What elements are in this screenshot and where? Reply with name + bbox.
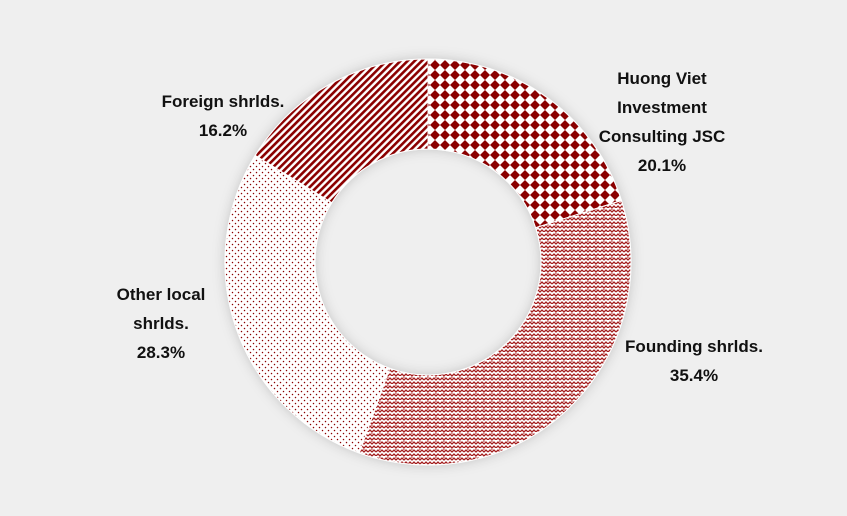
slice-label-other-local: Other local shrlds. 28.3% xyxy=(96,280,226,367)
slices-layer xyxy=(224,58,632,466)
slice-label-line: Huong Viet xyxy=(617,69,707,88)
slice-value-label: 20.1% xyxy=(637,156,687,175)
slice-label-line: Other local xyxy=(116,285,206,304)
slice-other-local xyxy=(224,154,391,454)
slice-foreign xyxy=(254,58,429,204)
slice-label-founding: Founding shrlds. 35.4% xyxy=(612,332,776,390)
slice-label-line: shrlds. xyxy=(133,314,189,333)
slice-label-line: Foreign shrlds. xyxy=(161,92,285,111)
slice-value-label: 35.4% xyxy=(669,366,719,385)
slice-label-foreign: Foreign shrlds. 16.2% xyxy=(146,87,300,145)
slice-label-huong-viet: Huong Viet Investment Consulting JSC 20.… xyxy=(592,64,732,180)
slice-label-line: Investment xyxy=(617,98,707,117)
slice-value-label: 16.2% xyxy=(198,121,248,140)
slice-label-line: Founding shrlds. xyxy=(625,337,763,356)
slice-label-line: Consulting JSC xyxy=(598,127,726,146)
slice-huong-viet xyxy=(427,58,623,229)
slice-value-label: 28.3% xyxy=(136,343,186,362)
slice-founding xyxy=(358,199,632,466)
